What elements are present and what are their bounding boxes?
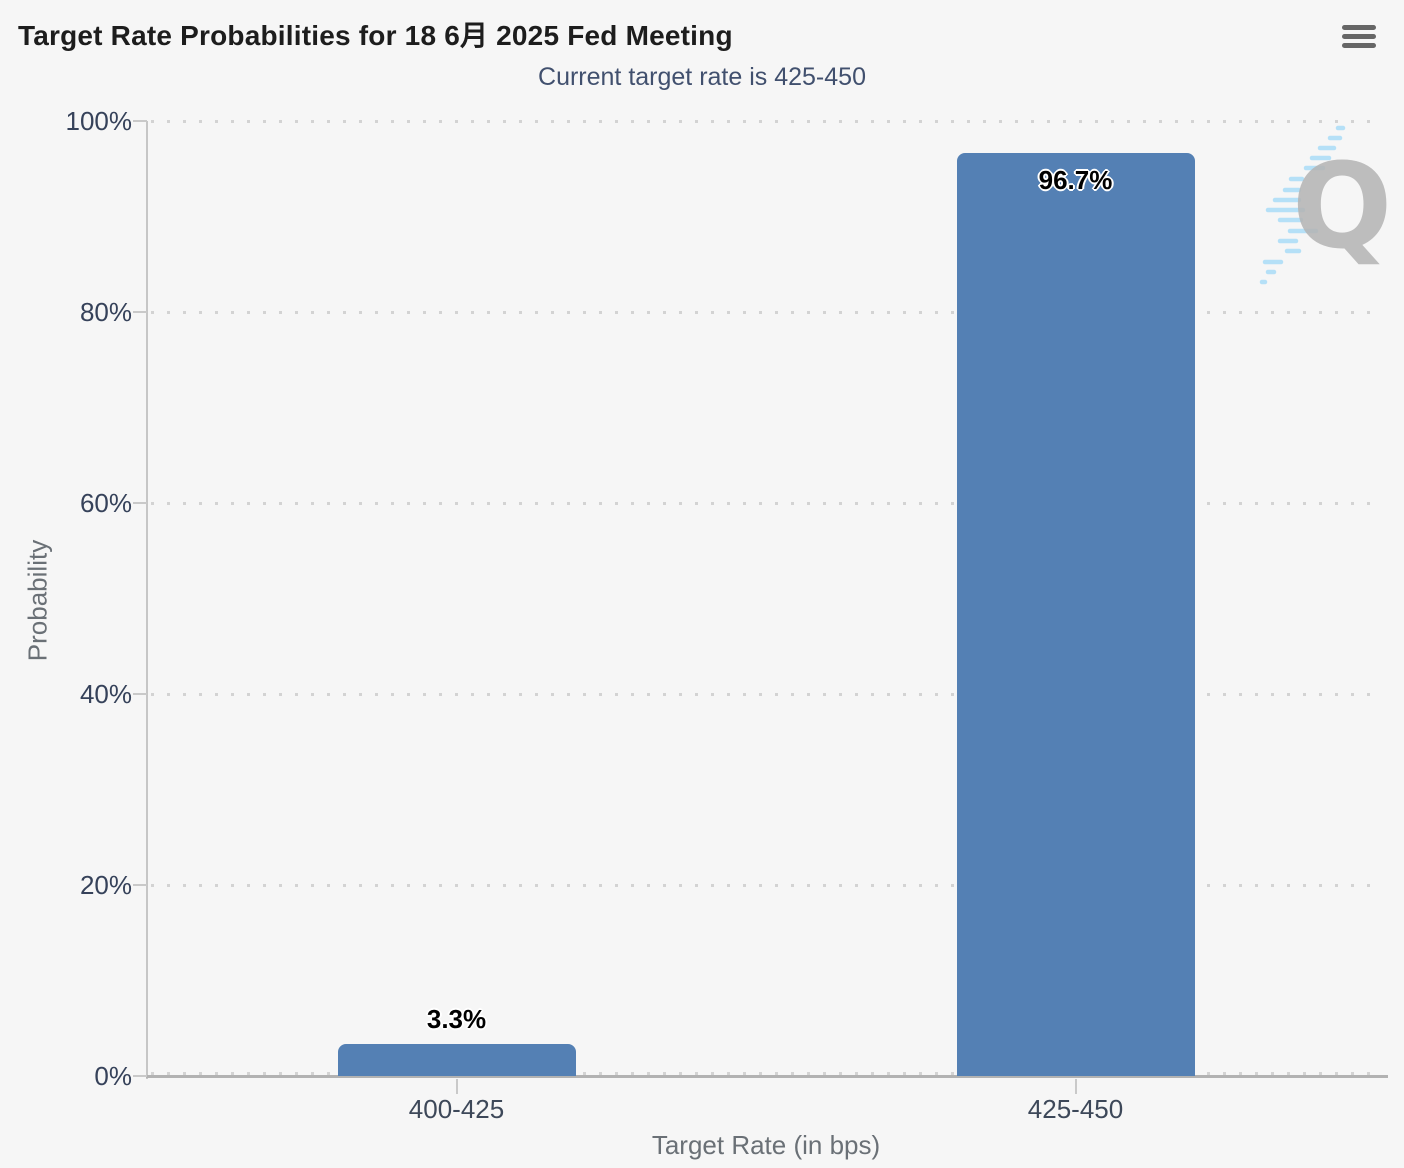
- y-gridline: [151, 884, 1383, 887]
- bar-value-label: 96.7%: [1038, 164, 1113, 195]
- watermark-q-letter: Q: [1292, 137, 1390, 275]
- y-axis-tick-label: 60%: [79, 488, 132, 518]
- y-axis-tick: [133, 311, 147, 313]
- bar-400-425[interactable]: [337, 1044, 576, 1076]
- bar-425-450[interactable]: [956, 152, 1195, 1076]
- y-axis-tick: [133, 693, 147, 695]
- chart-title: Target Rate Probabilities for 18 6月 2025…: [18, 20, 733, 51]
- y-axis-tick-label: 100%: [65, 106, 133, 136]
- x-axis-category-label: 400-425: [408, 1094, 505, 1124]
- x-axis-tick: [455, 1079, 458, 1094]
- y-axis-tick: [133, 120, 147, 122]
- bar-value-label: 3.3%: [426, 1004, 487, 1035]
- y-axis-tick: [133, 1075, 147, 1077]
- y-axis-tick: [133, 502, 147, 504]
- y-gridline: [151, 120, 1383, 123]
- y-gridline: [151, 1072, 1383, 1075]
- hamburger-bar: [1342, 33, 1376, 39]
- y-gridline: [151, 693, 1383, 696]
- hamburger-bar: [1342, 24, 1376, 30]
- y-gridline: [151, 502, 1383, 505]
- y-axis-tick: [133, 884, 147, 886]
- y-axis-tick-label: 0%: [94, 1061, 132, 1091]
- y-axis-tick-label: 20%: [79, 870, 132, 900]
- y-axis-title: Probability: [22, 539, 53, 662]
- hamburger-bar: [1342, 42, 1376, 48]
- y-axis-line: [146, 121, 148, 1079]
- hamburger-menu-icon[interactable]: [1342, 21, 1380, 51]
- x-axis-line: [146, 1075, 1388, 1078]
- quikstrike-watermark: Q: [1259, 125, 1390, 285]
- y-axis-tick-label: 80%: [79, 297, 132, 327]
- chart-subtitle: Current target rate is 425-450: [538, 63, 866, 91]
- x-axis-title: Target Rate (in bps): [651, 1130, 881, 1160]
- y-gridline: [151, 311, 1383, 314]
- x-axis-tick: [1074, 1079, 1077, 1094]
- watermark-swoosh-icon: [1259, 125, 1346, 285]
- x-axis-category-label: 425-450: [1027, 1094, 1124, 1124]
- y-axis-tick-label: 40%: [79, 679, 132, 709]
